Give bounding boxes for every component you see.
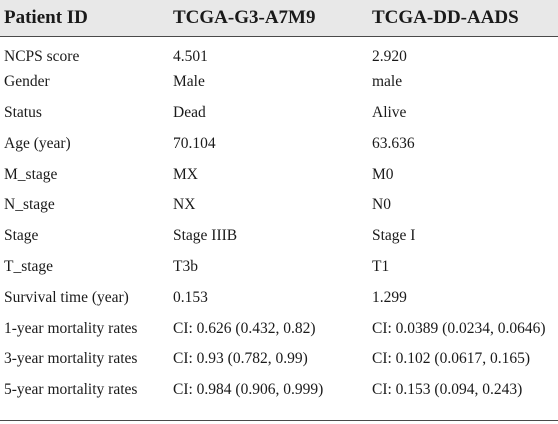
header-patient-2: TCGA-DD-AADS bbox=[367, 0, 558, 37]
header-row: Patient ID TCGA-G3-A7M9 TCGA-DD-AADS bbox=[0, 0, 558, 37]
table-row: 1-year mortality rates CI: 0.626 (0.432, … bbox=[0, 313, 558, 344]
table-row: NCPS score 4.501 2.920 bbox=[0, 36, 558, 67]
row-label: N_stage bbox=[4, 196, 55, 214]
table-row: M_stage MX M0 bbox=[0, 159, 558, 190]
header-patient-id: Patient ID bbox=[0, 0, 168, 37]
patient-2-value: T1 bbox=[372, 257, 390, 275]
patient-1-value: NX bbox=[173, 196, 196, 214]
header-patient-1: TCGA-G3-A7M9 bbox=[168, 0, 367, 37]
patient-1-value: 0.153 bbox=[173, 288, 208, 306]
table-row: Status Dead Alive bbox=[0, 98, 558, 129]
patient-2-value: male bbox=[372, 73, 403, 91]
row-label: 3-year mortality rates bbox=[4, 350, 138, 368]
row-label: M_stage bbox=[4, 165, 58, 183]
row-label: NCPS score bbox=[4, 47, 80, 65]
row-label: Age (year) bbox=[4, 134, 71, 152]
row-label: Gender bbox=[4, 73, 50, 91]
table-row: N_stage NX N0 bbox=[0, 190, 558, 221]
patient-1-value: MX bbox=[173, 165, 198, 183]
patient-2-value: CI: 0.102 (0.0617, 0.165) bbox=[372, 350, 531, 368]
patient-2-value: N0 bbox=[372, 196, 391, 214]
patient-1-value: Stage IIIB bbox=[173, 227, 238, 245]
patient-2-value: CI: 0.0389 (0.0234, 0.0646) bbox=[372, 319, 546, 337]
patient-2-value: CI: 0.153 (0.094, 0.243) bbox=[372, 381, 523, 399]
table-row: 5-year mortality rates CI: 0.984 (0.906, … bbox=[0, 375, 558, 406]
row-label: 5-year mortality rates bbox=[4, 381, 138, 399]
patient-2-value: M0 bbox=[372, 165, 394, 183]
row-label: Survival time (year) bbox=[4, 288, 129, 306]
row-label: 1-year mortality rates bbox=[4, 319, 138, 337]
patient-1-value: 70.104 bbox=[173, 134, 216, 152]
table-header: Patient ID TCGA-G3-A7M9 TCGA-DD-AADS bbox=[0, 0, 558, 37]
patient-2-value: 2.920 bbox=[372, 47, 407, 65]
table-bottom-rule bbox=[0, 420, 558, 421]
patient-1-value: CI: 0.93 (0.782, 0.99) bbox=[173, 350, 308, 368]
table-row: Gender Male male bbox=[0, 67, 558, 98]
table-row: T_stage T3b T1 bbox=[0, 252, 558, 283]
patient-1-value: 4.501 bbox=[173, 47, 208, 65]
table-body: NCPS score 4.501 2.920 Gender Male male Status… bbox=[0, 36, 558, 406]
patient-1-value: Dead bbox=[173, 103, 206, 121]
patient-2-value: 1.299 bbox=[372, 288, 407, 306]
row-label: Status bbox=[4, 103, 42, 121]
table-row: 3-year mortality rates CI: 0.93 (0.782, 0… bbox=[0, 344, 558, 375]
patient-2-value: 63.636 bbox=[372, 134, 415, 152]
patient-1-value: Male bbox=[173, 73, 205, 91]
table-row: Age (year) 70.104 63.636 bbox=[0, 128, 558, 159]
patient-2-value: Stage I bbox=[372, 227, 416, 245]
patient-1-value: T3b bbox=[173, 257, 198, 275]
row-label: T_stage bbox=[4, 257, 54, 275]
table-row: Survival time (year) 0.153 1.299 bbox=[0, 282, 558, 313]
table-row: Stage Stage IIIB Stage I bbox=[0, 221, 558, 252]
patient-comparison-table: Patient ID TCGA-G3-A7M9 TCGA-DD-AADS NCP… bbox=[0, 0, 558, 406]
row-label: Stage bbox=[4, 227, 39, 245]
patient-1-value: CI: 0.984 (0.906, 0.999) bbox=[173, 381, 324, 399]
patient-1-value: CI: 0.626 (0.432, 0.82) bbox=[173, 319, 316, 337]
patient-2-value: Alive bbox=[372, 103, 407, 121]
